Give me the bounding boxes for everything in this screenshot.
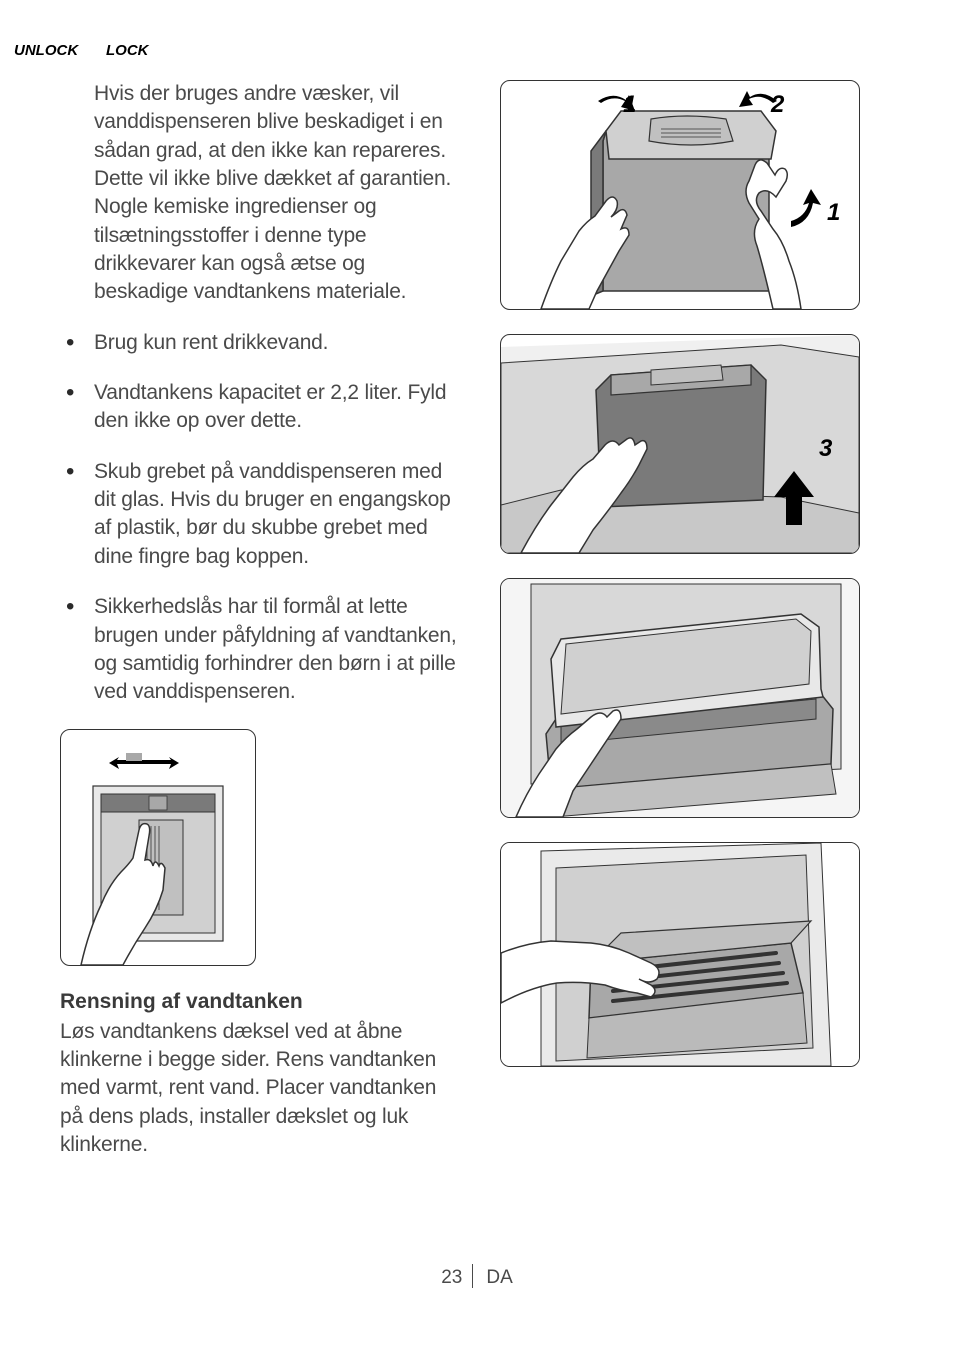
page-footer: 23 DA: [0, 1266, 954, 1290]
callout-1b: 1: [827, 199, 840, 227]
intro-paragraph: Hvis der bruges andre væsker, vil vanddi…: [60, 80, 460, 307]
lock-label: LOCK: [106, 42, 149, 59]
bullet-list: Brug kun rent drikkevand. Vandtankens ka…: [60, 329, 460, 707]
callout-2: 2: [771, 91, 784, 119]
section-body: Løs vandtankens dæksel ved at åbne klink…: [60, 1018, 460, 1160]
footer-separator: [472, 1264, 474, 1288]
figure-1: 1 2 1: [500, 80, 860, 310]
lock-figure: UNLOCK LOCK: [60, 729, 256, 966]
lock-illustration-icon: [61, 730, 255, 965]
bullet-item: Skub grebet på vanddispenseren med dit g…: [60, 458, 460, 571]
page-lang: DA: [486, 1267, 512, 1288]
figure-2-icon: [501, 335, 859, 553]
callout-3: 3: [819, 435, 832, 463]
unlock-label: UNLOCK: [14, 42, 78, 59]
section-heading: Rensning af vandtanken: [60, 990, 460, 1014]
callout-1: 1: [623, 91, 636, 119]
figure-4: [500, 842, 860, 1067]
figure-1-icon: [501, 81, 859, 309]
page-number: 23: [441, 1267, 462, 1288]
right-column: 1 2 1 3: [500, 80, 870, 1159]
left-column: Hvis der bruges andre væsker, vil vanddi…: [60, 80, 460, 1159]
bullet-item: Vandtankens kapacitet er 2,2 liter. Fyld…: [60, 379, 460, 436]
figure-3-icon: [501, 579, 859, 817]
figure-2: 3: [500, 334, 860, 554]
bullet-item: Brug kun rent drikkevand.: [60, 329, 460, 357]
bullet-item: Sikkerhedslås har til formål at lette br…: [60, 593, 460, 706]
figure-4-icon: [501, 843, 859, 1066]
figure-3: [500, 578, 860, 818]
